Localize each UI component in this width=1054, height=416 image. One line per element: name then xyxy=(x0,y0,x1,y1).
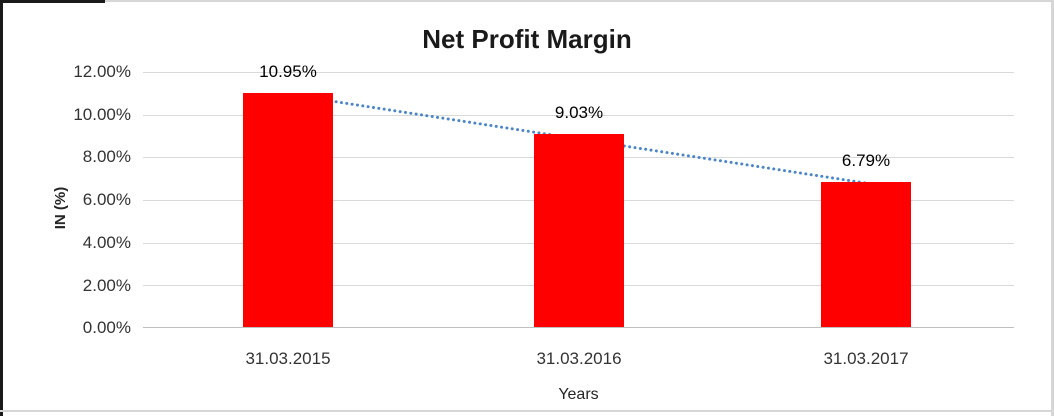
y-tick-label: 8.00% xyxy=(82,147,131,166)
bar-2015 xyxy=(243,93,333,327)
x-tick-label: 31.03.2015 xyxy=(245,349,331,368)
gridline xyxy=(143,72,1014,73)
gridline xyxy=(143,115,1014,116)
y-tick-label: 4.00% xyxy=(82,233,131,252)
data-label-2015: 10.95% xyxy=(259,62,317,82)
y-tick-label: 6.00% xyxy=(82,190,131,209)
y-tick-label: 12.00% xyxy=(73,62,131,81)
frame-edge-right xyxy=(1051,0,1054,416)
frame-edge-left xyxy=(0,0,3,416)
y-axis-title: IN (%) xyxy=(52,186,69,230)
y-tick-label: 2.00% xyxy=(82,276,131,295)
data-label-2016: 9.03% xyxy=(554,103,604,123)
frame-edge-bottom xyxy=(0,410,1054,412)
data-label-2017: 6.79% xyxy=(841,151,891,171)
x-tick-label: 31.03.2017 xyxy=(823,349,909,368)
chart-title: Net Profit Margin xyxy=(422,24,632,54)
y-tick-label: 0.00% xyxy=(82,318,131,337)
plot-area: 10.95% 9.03% 6.79% xyxy=(143,62,1014,328)
bar-2017 xyxy=(821,182,911,327)
x-tick-label: 31.03.2016 xyxy=(536,349,622,368)
x-axis-line xyxy=(143,327,1014,328)
bar-2016 xyxy=(534,134,624,327)
x-axis-title: Years xyxy=(558,386,599,403)
frame-edge-top-black xyxy=(0,0,105,3)
y-tick-label: 10.00% xyxy=(73,105,131,124)
frame-edge-top xyxy=(0,0,1054,2)
